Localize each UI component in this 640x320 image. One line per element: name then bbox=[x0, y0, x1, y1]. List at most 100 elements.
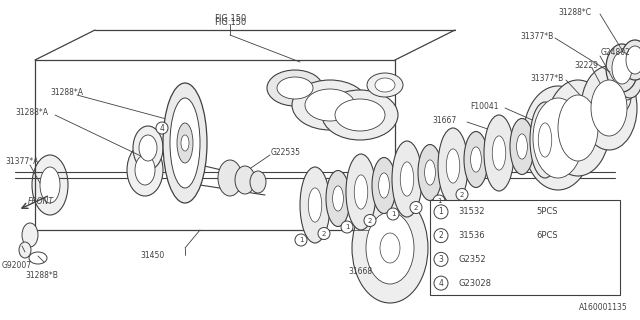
Ellipse shape bbox=[612, 52, 632, 84]
Ellipse shape bbox=[400, 162, 413, 196]
Text: 5PCS: 5PCS bbox=[536, 207, 557, 216]
Ellipse shape bbox=[346, 154, 376, 230]
Circle shape bbox=[434, 276, 448, 290]
Text: 31377*B: 31377*B bbox=[530, 74, 563, 83]
Ellipse shape bbox=[277, 77, 313, 99]
Ellipse shape bbox=[424, 160, 435, 185]
Ellipse shape bbox=[170, 98, 200, 188]
Text: 2: 2 bbox=[460, 191, 464, 197]
Ellipse shape bbox=[333, 186, 344, 211]
Text: 2: 2 bbox=[414, 204, 418, 211]
Text: 31377*B: 31377*B bbox=[520, 31, 553, 41]
Ellipse shape bbox=[326, 171, 350, 227]
Circle shape bbox=[387, 208, 399, 220]
Ellipse shape bbox=[533, 98, 583, 178]
Text: 31536: 31536 bbox=[458, 231, 484, 240]
Ellipse shape bbox=[352, 193, 428, 303]
Ellipse shape bbox=[22, 223, 38, 247]
Text: 32229: 32229 bbox=[574, 60, 598, 69]
Text: 31288*B: 31288*B bbox=[25, 270, 58, 279]
Ellipse shape bbox=[392, 141, 422, 217]
Ellipse shape bbox=[523, 86, 593, 190]
Ellipse shape bbox=[379, 173, 389, 198]
Text: G92007: G92007 bbox=[2, 261, 32, 270]
Ellipse shape bbox=[558, 95, 598, 161]
Ellipse shape bbox=[355, 175, 368, 209]
Text: 31450: 31450 bbox=[140, 252, 164, 260]
Circle shape bbox=[433, 195, 445, 207]
Circle shape bbox=[341, 221, 353, 233]
Text: FIG.150: FIG.150 bbox=[214, 13, 246, 22]
Ellipse shape bbox=[618, 62, 640, 98]
Circle shape bbox=[456, 188, 468, 201]
Text: A160001135: A160001135 bbox=[579, 303, 628, 313]
Ellipse shape bbox=[606, 44, 638, 92]
Text: 31667: 31667 bbox=[432, 116, 456, 124]
Text: 2: 2 bbox=[368, 218, 372, 223]
Ellipse shape bbox=[626, 46, 640, 74]
Text: 31288*A: 31288*A bbox=[15, 108, 48, 116]
Ellipse shape bbox=[133, 126, 163, 170]
Text: G22535: G22535 bbox=[271, 148, 301, 156]
Ellipse shape bbox=[470, 147, 481, 172]
Ellipse shape bbox=[380, 233, 400, 263]
Ellipse shape bbox=[177, 123, 193, 163]
Ellipse shape bbox=[584, 100, 608, 136]
Ellipse shape bbox=[418, 145, 442, 201]
Ellipse shape bbox=[32, 155, 68, 215]
Circle shape bbox=[434, 228, 448, 243]
Circle shape bbox=[156, 122, 168, 134]
Ellipse shape bbox=[139, 135, 157, 161]
Ellipse shape bbox=[250, 171, 266, 193]
Text: 6PCS: 6PCS bbox=[536, 231, 557, 240]
Ellipse shape bbox=[516, 134, 527, 159]
Text: 1: 1 bbox=[299, 237, 303, 243]
Ellipse shape bbox=[446, 149, 460, 183]
Ellipse shape bbox=[464, 132, 488, 188]
Text: G2352: G2352 bbox=[458, 255, 486, 264]
Ellipse shape bbox=[492, 136, 506, 170]
Text: 4: 4 bbox=[159, 124, 164, 132]
Text: G23028: G23028 bbox=[458, 279, 491, 288]
Circle shape bbox=[434, 252, 448, 266]
Text: 31668: 31668 bbox=[348, 268, 372, 276]
Ellipse shape bbox=[235, 166, 255, 194]
Ellipse shape bbox=[305, 89, 355, 121]
Text: F10041: F10041 bbox=[470, 101, 499, 110]
Text: 1: 1 bbox=[345, 224, 349, 230]
Text: FIG.150: FIG.150 bbox=[214, 18, 246, 27]
Circle shape bbox=[364, 214, 376, 227]
Circle shape bbox=[434, 205, 448, 219]
Ellipse shape bbox=[591, 80, 627, 136]
Text: 1: 1 bbox=[391, 211, 396, 217]
Ellipse shape bbox=[510, 118, 534, 174]
Text: 2: 2 bbox=[322, 230, 326, 236]
Ellipse shape bbox=[181, 135, 189, 151]
Text: 31377*A: 31377*A bbox=[5, 156, 38, 165]
Ellipse shape bbox=[366, 212, 414, 284]
Text: 31288*A: 31288*A bbox=[50, 87, 83, 97]
Ellipse shape bbox=[375, 78, 395, 92]
Text: 31532: 31532 bbox=[458, 207, 484, 216]
Text: 2: 2 bbox=[438, 231, 444, 240]
Ellipse shape bbox=[619, 76, 635, 100]
Circle shape bbox=[410, 202, 422, 213]
Text: G24802: G24802 bbox=[601, 47, 631, 57]
Ellipse shape bbox=[438, 128, 468, 204]
Ellipse shape bbox=[127, 144, 163, 196]
Ellipse shape bbox=[267, 70, 323, 106]
Ellipse shape bbox=[546, 80, 610, 176]
Text: 31288*C: 31288*C bbox=[558, 7, 591, 17]
Ellipse shape bbox=[29, 252, 47, 264]
Ellipse shape bbox=[135, 155, 155, 185]
Text: 1: 1 bbox=[438, 207, 444, 216]
Text: 1: 1 bbox=[436, 198, 441, 204]
Circle shape bbox=[318, 228, 330, 239]
Text: FRONT: FRONT bbox=[28, 197, 54, 206]
Ellipse shape bbox=[163, 83, 207, 203]
Bar bbox=[430, 200, 620, 295]
Ellipse shape bbox=[484, 115, 514, 191]
Ellipse shape bbox=[367, 73, 403, 97]
Ellipse shape bbox=[19, 242, 31, 258]
Ellipse shape bbox=[300, 167, 330, 243]
